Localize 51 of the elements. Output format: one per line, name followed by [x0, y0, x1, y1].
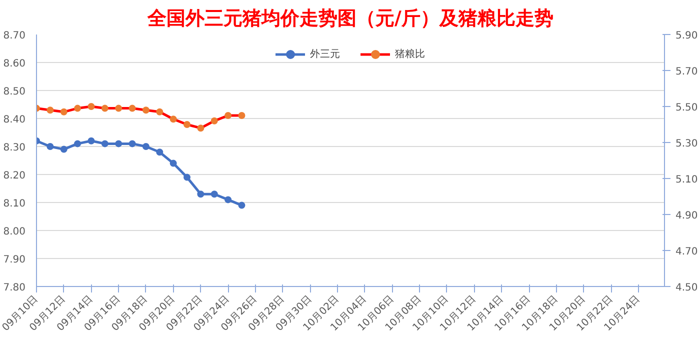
point [88, 137, 95, 144]
point [156, 108, 164, 116]
y2-tick-label: 5.70 [676, 66, 698, 78]
legend-label: 外三元 [310, 48, 340, 61]
point [197, 190, 204, 198]
y-tick-label: 8.20 [3, 170, 26, 182]
point [101, 140, 108, 148]
y-tick-label: 8.00 [3, 226, 26, 238]
point [74, 140, 82, 148]
point [74, 104, 82, 112]
point [224, 196, 232, 204]
y-tick-label: 8.30 [3, 142, 26, 154]
point [128, 104, 136, 112]
y2-tick-label: 5.90 [676, 30, 698, 42]
point [115, 104, 122, 112]
point [115, 140, 122, 148]
point [156, 148, 164, 156]
point [197, 124, 204, 132]
y2-tick-label: 4.50 [676, 282, 698, 294]
y2-tick-label: 5.50 [676, 102, 698, 114]
point [210, 117, 218, 124]
chart-title: 全国外三元猪均价走势图（元/斤）及猪粮比走势 [146, 8, 554, 30]
point [142, 143, 150, 150]
point [170, 160, 177, 167]
point [238, 202, 246, 209]
point [142, 106, 150, 114]
point [224, 112, 232, 119]
point [101, 104, 108, 112]
point [60, 108, 68, 116]
y-tick-label: 8.10 [3, 198, 26, 210]
y-tick-label: 7.80 [3, 282, 26, 294]
y2-tick-label: 5.30 [676, 138, 698, 150]
y2-tick-label: 4.70 [676, 246, 698, 258]
point [184, 121, 190, 128]
point [46, 106, 54, 114]
point [210, 190, 218, 198]
point [60, 146, 68, 153]
legend-label: 猪粮比 [395, 48, 425, 61]
point [88, 103, 95, 110]
y2-tick-label: 5.10 [676, 174, 698, 186]
y2-tick-label: 4.90 [676, 210, 698, 222]
point [184, 174, 190, 181]
y-tick-label: 8.60 [3, 58, 26, 70]
point [128, 140, 136, 148]
y-tick-label: 7.90 [3, 254, 26, 266]
y-tick-label: 8.40 [3, 114, 26, 126]
y-tick-label: 8.70 [3, 30, 26, 42]
y-tick-label: 8.50 [3, 86, 26, 98]
point [46, 143, 54, 150]
point [238, 112, 246, 119]
point [170, 116, 177, 123]
